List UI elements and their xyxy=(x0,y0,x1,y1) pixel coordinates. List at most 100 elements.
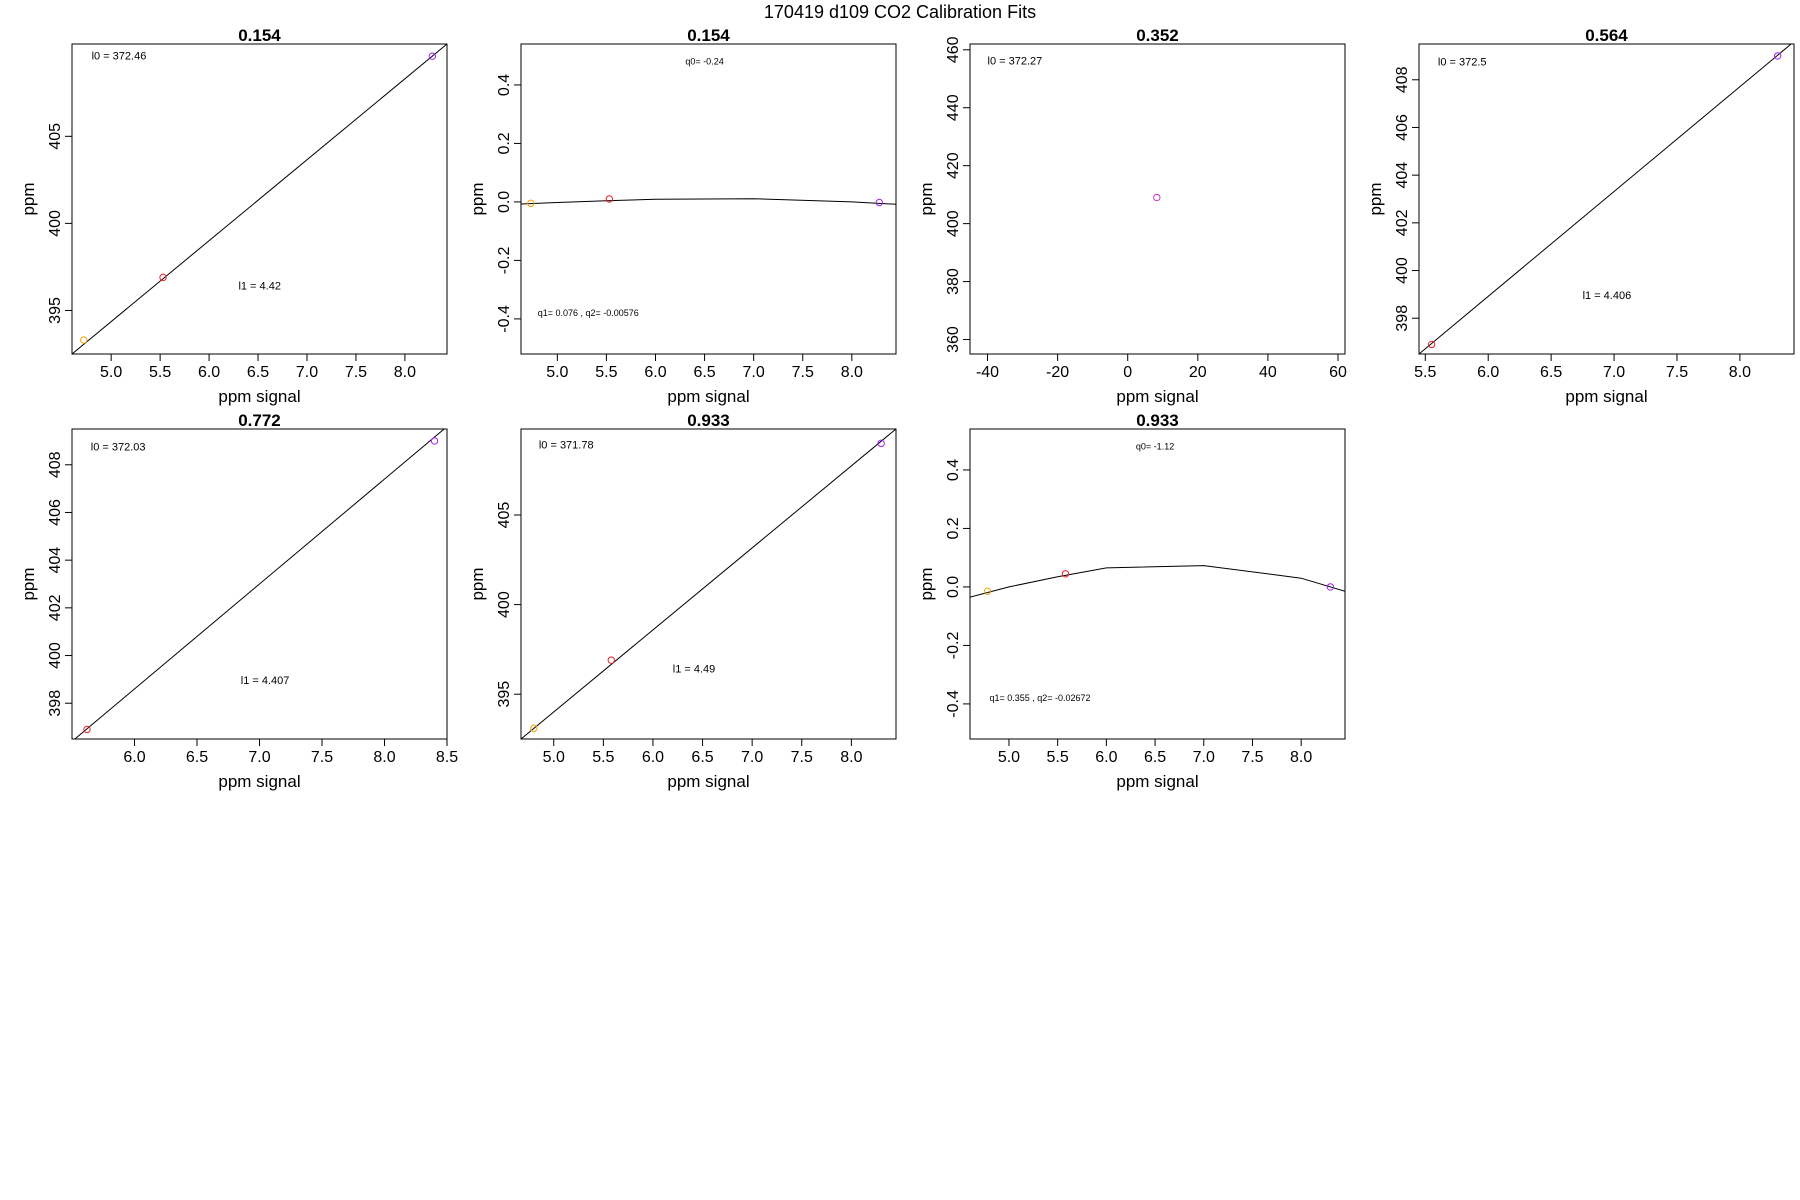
x-tick-label: 7.0 xyxy=(296,364,318,381)
fit-annotation: q1= 0.076 , q2= -0.00576 xyxy=(538,308,639,318)
y-tick-label: 400 xyxy=(47,210,64,237)
data-point xyxy=(159,273,167,282)
data-point xyxy=(430,437,439,445)
y-tick-label: 404 xyxy=(1394,162,1411,189)
x-axis-label: ppm signal xyxy=(218,387,300,406)
x-axis-label: ppm signal xyxy=(1116,772,1198,791)
y-tick-label: 395 xyxy=(47,297,64,324)
x-tick-label: 5.0 xyxy=(543,749,565,766)
plot-frame xyxy=(969,428,1346,740)
x-tick-label: 7.5 xyxy=(345,364,367,381)
x-tick-label: 6.0 xyxy=(642,749,664,766)
data-point xyxy=(877,439,885,448)
figure-title: 170419 d109 CO2 Calibration Fits xyxy=(763,2,1037,22)
chart-title: 0.933 xyxy=(687,411,730,430)
data-point xyxy=(83,725,91,734)
data-point xyxy=(1427,340,1436,349)
y-tick-label: 406 xyxy=(1394,114,1411,141)
fit-line xyxy=(521,198,896,205)
x-tick-label: 5.0 xyxy=(546,364,568,381)
plot-frame xyxy=(71,43,448,355)
y-tick-label: 440 xyxy=(945,94,962,121)
y-tick-label: 0.0 xyxy=(945,576,962,598)
chart-panel-7: 0.933 5.0 5.5 6.0 6.5 7.0 7.5 8.0 -0.4 -0.2 0.0 0.2… xyxy=(917,411,1346,791)
data-point xyxy=(527,199,535,208)
x-tick-label: 8.0 xyxy=(841,364,863,381)
x-tick-label: -20 xyxy=(1046,364,1069,381)
fit-line xyxy=(970,565,1345,598)
x-tick-label: 7.5 xyxy=(311,749,333,766)
chart-title: 0.154 xyxy=(687,26,730,45)
fit-line xyxy=(72,44,447,354)
chart-panel-1: 0.154 5.0 5.5 6.0 6.5 7.0 7.5 8.0 395 400 405 ppm s… xyxy=(19,26,448,406)
fit-line xyxy=(1419,44,1792,354)
fit-annotation: l1 = 4.42 xyxy=(238,281,281,293)
x-axis-label: ppm signal xyxy=(667,772,749,791)
y-axis-label: ppm xyxy=(917,182,936,215)
y-tick-label: -0.4 xyxy=(496,305,513,333)
x-tick-label: 7.5 xyxy=(791,749,813,766)
fit-annotation: l0 = 372.27 xyxy=(988,55,1043,67)
plot-frame xyxy=(969,43,1346,355)
chart-panel-5: 0.772 6.0 6.5 7.0 7.5 8.0 8.5 398 400 402 404 406 40… xyxy=(19,411,458,791)
fit-line xyxy=(521,429,896,739)
y-tick-label: 402 xyxy=(1394,209,1411,236)
x-tick-label: -40 xyxy=(976,364,999,381)
x-tick-label: 5.5 xyxy=(1414,364,1436,381)
x-tick-label: 6.0 xyxy=(123,749,145,766)
data-point xyxy=(605,195,614,203)
y-tick-label: 0.2 xyxy=(945,517,962,539)
y-tick-label: 408 xyxy=(47,451,64,478)
x-tick-label: 20 xyxy=(1189,364,1207,381)
fit-annotation: l1 = 4.49 xyxy=(673,664,716,676)
x-tick-label: 6.0 xyxy=(1095,749,1117,766)
data-point xyxy=(530,724,538,732)
chart-panel-3: 0.352 -40 -20 0 20 40 60 360 380 400 420 440 460 ppm … xyxy=(917,26,1347,406)
data-point xyxy=(607,656,615,664)
x-tick-label: 6.5 xyxy=(247,364,269,381)
fit-annotation: q0= -1.12 xyxy=(1136,441,1174,451)
y-tick-label: 398 xyxy=(47,690,64,717)
y-tick-label: 400 xyxy=(945,210,962,237)
fit-annotation: l0 = 371.78 xyxy=(539,440,594,452)
fit-annotation: q0= -0.24 xyxy=(685,56,723,66)
y-tick-label: 380 xyxy=(945,268,962,295)
chart-panel-2: 0.154 5.0 5.5 6.0 6.5 7.0 7.5 8.0 -0.4 -0.2 0.0 0.2… xyxy=(468,26,897,406)
chart-title: 0.564 xyxy=(1585,26,1628,45)
plot-frame xyxy=(1418,43,1795,355)
fit-annotation: q1= 0.355 , q2= -0.02672 xyxy=(989,693,1090,703)
y-tick-label: 395 xyxy=(496,681,513,708)
fit-annotation: l0 = 372.5 xyxy=(1438,56,1487,68)
y-tick-label: 420 xyxy=(945,152,962,179)
y-tick-label: -0.2 xyxy=(945,632,962,660)
x-tick-label: 5.0 xyxy=(998,749,1020,766)
x-tick-label: 7.0 xyxy=(248,749,270,766)
x-tick-label: 7.0 xyxy=(1603,364,1625,381)
y-axis-label: ppm xyxy=(468,182,487,215)
fit-annotation: l0 = 372.03 xyxy=(91,441,146,453)
y-tick-label: 400 xyxy=(496,591,513,618)
chart-title: 0.933 xyxy=(1136,411,1179,430)
y-tick-label: 400 xyxy=(47,642,64,669)
fit-annotation: l0 = 372.46 xyxy=(92,51,147,63)
chart-title: 0.352 xyxy=(1136,26,1179,45)
data-point xyxy=(80,336,88,344)
y-tick-label: 405 xyxy=(496,502,513,529)
y-tick-label: 400 xyxy=(1394,257,1411,284)
x-tick-label: 40 xyxy=(1259,364,1277,381)
x-tick-label: 8.0 xyxy=(394,364,416,381)
x-tick-label: 6.5 xyxy=(1540,364,1562,381)
data-point xyxy=(983,587,992,596)
x-tick-label: 6.5 xyxy=(186,749,208,766)
chart-panel-6: 0.933 5.0 5.5 6.0 6.5 7.0 7.5 8.0 395 400 405 ppm s… xyxy=(468,411,897,791)
x-tick-label: 6.5 xyxy=(693,364,715,381)
x-axis-label: ppm signal xyxy=(1116,387,1198,406)
data-point xyxy=(428,52,437,60)
y-tick-label: 398 xyxy=(1394,305,1411,332)
x-tick-label: 6.5 xyxy=(1144,749,1166,766)
y-tick-label: 0.4 xyxy=(496,74,513,96)
fit-line xyxy=(74,429,445,739)
x-tick-label: 5.5 xyxy=(149,364,171,381)
x-tick-label: 5.5 xyxy=(592,749,614,766)
y-axis-label: ppm xyxy=(468,567,487,600)
